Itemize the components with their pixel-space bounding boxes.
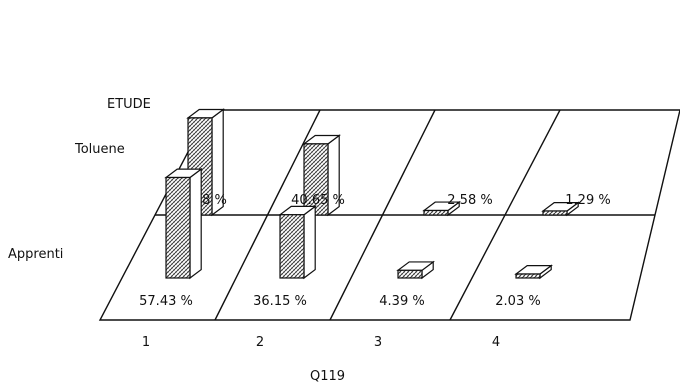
value-label-apprenti-3: 4.39 %	[379, 294, 424, 309]
bar-toluene-2	[302, 134, 342, 217]
category-tick-labels: 1 2 3 4	[142, 335, 500, 350]
floor-divider-1	[214, 109, 321, 321]
series-label-apprenti: Apprenti	[8, 247, 63, 262]
back-row-bars	[186, 108, 581, 217]
value-label-apprenti-4: 2.03 %	[495, 294, 540, 309]
bar-apprenti-1	[164, 167, 203, 280]
category-label-3: 3	[374, 335, 382, 350]
category-label-4: 4	[492, 335, 500, 350]
value-label-toluene-2: 40.65 %	[291, 193, 345, 208]
category-label-1: 1	[142, 335, 150, 350]
series-label-toluene: Toluene	[74, 142, 125, 157]
category-label-2: 2	[256, 335, 264, 350]
bar-toluene-1	[186, 108, 225, 217]
floor-divider-3	[449, 109, 561, 321]
z-axis-label: ETUDE	[107, 97, 151, 112]
value-label-toluene-3: 2.58 %	[447, 193, 492, 208]
x-axis-label: Q119	[310, 369, 345, 384]
value-label-apprenti-1: 57.43 %	[139, 294, 193, 309]
bar-toluene-4	[541, 201, 581, 217]
value-label-apprenti-2: 36.15 %	[253, 294, 307, 309]
floor-divider-2	[329, 109, 436, 321]
value-labels-front: 57.43 % 36.15 % 4.39 % 2.03 %	[139, 294, 541, 309]
bar-toluene-3	[422, 200, 462, 217]
front-row-bars	[164, 167, 554, 280]
bar-apprenti-2	[278, 205, 318, 280]
value-label-toluene-4: 1.29 %	[565, 193, 610, 208]
bar-apprenti-3	[396, 260, 436, 280]
bar-apprenti-4	[514, 264, 554, 280]
